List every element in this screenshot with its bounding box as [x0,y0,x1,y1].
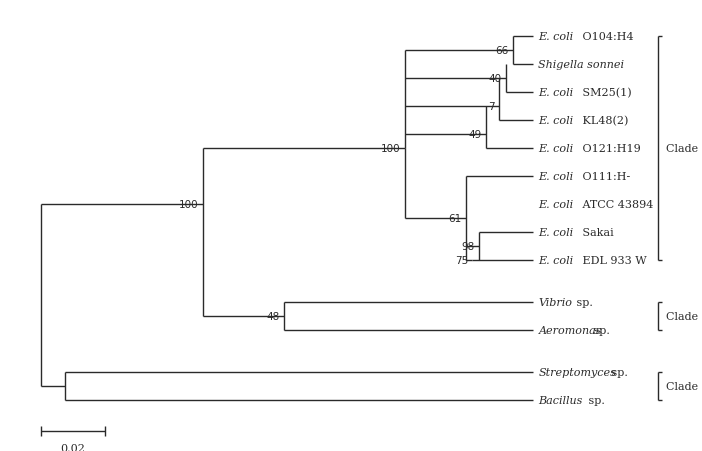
Text: sp.: sp. [573,297,593,307]
Text: E. coli: E. coli [538,199,574,210]
Text: 40: 40 [489,74,502,84]
Text: Aeromonas: Aeromonas [538,325,602,335]
Text: E. coli: E. coli [538,116,574,126]
Text: O121:H19: O121:H19 [578,144,640,154]
Text: 98: 98 [462,241,475,252]
Text: sp.: sp. [590,325,610,335]
Text: Streptomyces: Streptomyces [538,367,616,377]
Text: Clade 1: Clade 1 [665,144,702,154]
Text: 75: 75 [455,255,468,265]
Text: E. coli: E. coli [538,32,574,42]
Text: sp.: sp. [608,367,628,377]
Text: 66: 66 [496,46,509,56]
Text: 48: 48 [266,311,279,321]
Text: SM25(1): SM25(1) [578,87,631,98]
Text: ATCC 43894: ATCC 43894 [578,199,653,210]
Text: Sakai: Sakai [578,227,614,238]
Text: 0.02: 0.02 [60,443,86,451]
Text: EDL 933 W: EDL 933 W [578,255,647,265]
Text: 100: 100 [381,144,401,154]
Text: sp.: sp. [585,395,604,405]
Text: 61: 61 [449,213,461,224]
Text: E. coli: E. coli [538,88,574,98]
Text: E. coli: E. coli [538,227,574,238]
Text: O104:H4: O104:H4 [578,32,633,42]
Text: Bacillus: Bacillus [538,395,583,405]
Text: Clade 3: Clade 3 [665,381,702,391]
Text: E. coli: E. coli [538,172,574,182]
Text: O111:H-: O111:H- [578,172,630,182]
Text: 49: 49 [468,130,482,140]
Text: E. coli: E. coli [538,255,574,265]
Text: Shigella sonnei: Shigella sonnei [538,60,624,70]
Text: 7: 7 [489,102,495,112]
Text: KL48(2): KL48(2) [578,115,628,126]
Text: E. coli: E. coli [538,144,574,154]
Text: Vibrio: Vibrio [538,297,572,307]
Text: Clade 2: Clade 2 [665,311,702,321]
Text: 100: 100 [179,199,199,210]
